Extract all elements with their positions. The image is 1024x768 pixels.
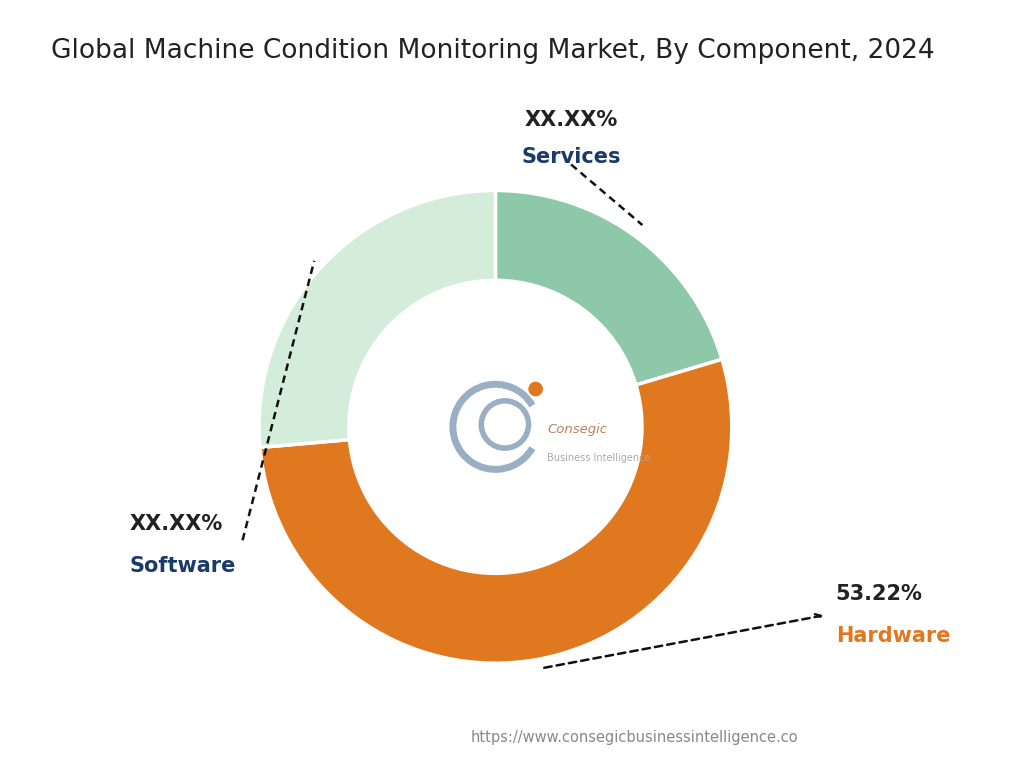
Circle shape [349,280,642,574]
Wedge shape [260,359,732,664]
Text: Global Machine Condition Monitoring Market, By Component, 2024: Global Machine Condition Monitoring Mark… [51,38,935,65]
Text: XX.XX%: XX.XX% [129,514,222,534]
Circle shape [529,382,543,396]
Text: https://www.consegicbusinessintelligence.co: https://www.consegicbusinessintelligence… [471,730,799,745]
Text: Hardware: Hardware [836,626,950,646]
Text: Services: Services [521,147,621,167]
Text: 53.22%: 53.22% [836,584,923,604]
Text: Business Intelligence: Business Intelligence [548,452,651,462]
Wedge shape [496,190,722,385]
Text: Software: Software [129,556,236,576]
Text: Consegic: Consegic [548,422,607,435]
Text: XX.XX%: XX.XX% [524,110,617,130]
Wedge shape [259,190,496,448]
